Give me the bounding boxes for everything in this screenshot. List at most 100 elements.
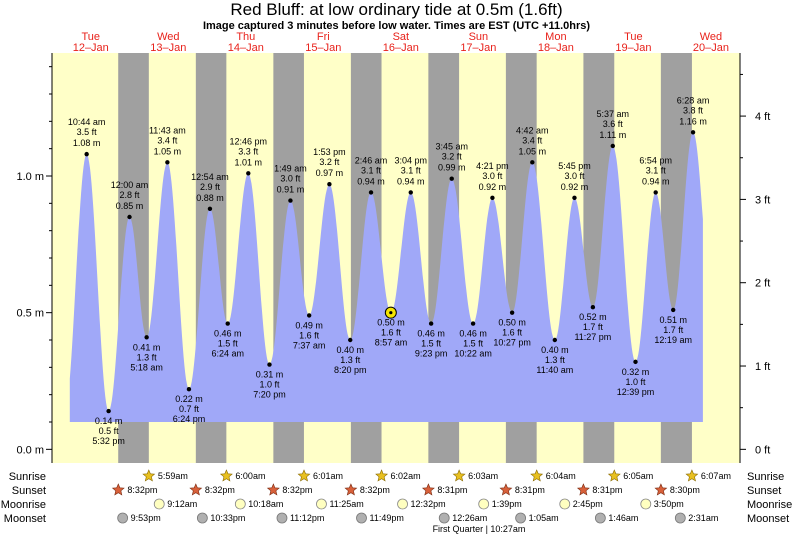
sunset-time: 8:31pm <box>437 485 467 495</box>
sunrise-time: 6:03am <box>468 471 498 481</box>
tide-point <box>165 160 170 165</box>
moonset-time: 11:49pm <box>370 513 404 523</box>
tide-point <box>127 214 132 220</box>
tide-point <box>653 190 658 195</box>
day-name-label: Tue <box>624 31 643 43</box>
day-date-label: 15–Jan <box>305 42 341 54</box>
moonrise-time: 11:25am <box>329 499 363 509</box>
tide-ft-label: 1.6 ft <box>502 328 523 338</box>
tide-time-label: 10:44 am <box>68 117 106 127</box>
tide-ft-label: 2.9 ft <box>200 182 221 192</box>
tide-point <box>490 195 495 201</box>
tide-time-label: 7:37 am <box>293 340 326 350</box>
day-date-label: 18–Jan <box>538 42 574 54</box>
tide-m-label: 0.91 m <box>277 185 305 195</box>
tide-ft-label: 3.2 ft <box>319 157 340 167</box>
tide-ft-label: 1.6 ft <box>381 328 402 338</box>
astro-row-label-left: Sunrise <box>9 471 46 483</box>
sunset-icon <box>654 483 668 496</box>
sunset-time: 8:32pm <box>282 485 312 495</box>
astro-row-label-left: Moonrise <box>1 499 46 511</box>
tide-ft-label: 3.8 ft <box>683 105 704 115</box>
tide-point <box>84 151 89 157</box>
tide-ft-label: 3.1 ft <box>401 165 422 175</box>
tide-curve <box>69 132 703 423</box>
tide-ft-label: 0.5 ft <box>99 426 120 436</box>
chart-subtitle: Image captured 3 minutes before low wate… <box>203 20 590 32</box>
tide-time-label: 7:20 pm <box>253 390 286 400</box>
moonset-time: 10:33pm <box>210 513 245 523</box>
tide-m-label: 0.88 m <box>196 193 224 203</box>
moonset-time: 1:46am <box>608 513 638 523</box>
tide-time-label: 6:24 am <box>211 349 244 359</box>
tide-ft-label: 3.4 ft <box>522 135 543 145</box>
tide-time-label: 8:57 am <box>375 338 408 348</box>
tide-ft-label: 1.0 ft <box>626 377 647 387</box>
tide-m-label: 0.92 m <box>479 182 507 192</box>
y-tick-label-ft: 3 ft <box>755 194 770 206</box>
tide-m-label: 0.14 m <box>95 416 123 426</box>
moonrise-time: 12:32pm <box>411 499 446 509</box>
tide-point <box>225 321 230 326</box>
tide-time-label: 6:28 am <box>677 95 710 105</box>
sunrise-icon <box>685 469 699 482</box>
sunset-icon <box>576 483 590 496</box>
day-name-label: Sat <box>393 31 410 43</box>
tide-ft-label: 3.1 ft <box>361 165 382 175</box>
tide-time-label: 9:23 pm <box>415 349 448 359</box>
tide-point <box>306 313 312 318</box>
tide-time-label: 5:37 am <box>597 109 630 119</box>
tide-point <box>246 171 251 176</box>
tide-ft-label: 1.5 ft <box>463 339 484 349</box>
sunset-icon <box>189 483 203 496</box>
sunrise-icon <box>375 469 389 482</box>
tide-time-label: 5:18 am <box>130 362 163 372</box>
astro-row-label-left: Sunset <box>12 485 46 497</box>
tide-point <box>106 408 111 414</box>
moonset-icon <box>515 512 527 524</box>
tide-ft-label: 1.7 ft <box>583 322 604 332</box>
sunset-icon <box>421 483 435 496</box>
tide-m-label: 0.50 m <box>377 318 405 328</box>
tide-m-label: 0.94 m <box>397 176 425 186</box>
moonrise-icon <box>640 498 652 510</box>
tide-m-label: 0.46 m <box>214 329 242 339</box>
tide-point <box>449 176 454 181</box>
sunrise-icon <box>297 469 311 482</box>
tide-m-label: 1.01 m <box>235 157 263 167</box>
moonset-time: 11:12pm <box>290 513 324 523</box>
sunrise-icon <box>142 469 156 482</box>
sunrise-icon <box>452 469 466 482</box>
sunrise-time: 5:59am <box>158 471 188 481</box>
day-name-label: Wed <box>157 31 179 43</box>
moonrise-time: 2:45pm <box>573 499 603 509</box>
tide-ft-label: 2.8 ft <box>120 190 141 200</box>
tide-m-label: 0.94 m <box>642 176 670 186</box>
sunset-time: 8:32pm <box>205 485 235 495</box>
plot-area <box>51 53 741 463</box>
tide-time-label: 3:04 pm <box>394 155 427 165</box>
tide-m-label: 1.11 m <box>599 130 626 140</box>
moonrise-icon <box>153 498 165 510</box>
day-name-label: Thu <box>236 31 255 43</box>
tide-ft-label: 3.0 ft <box>280 174 301 184</box>
sunset-time: 8:32pm <box>127 485 157 495</box>
moonset-icon <box>594 512 606 524</box>
day-name-label: Tue <box>81 31 100 43</box>
sunset-icon <box>111 483 125 496</box>
sunset-time: 8:32pm <box>360 485 390 495</box>
tide-time-label: 12:54 am <box>191 172 229 182</box>
day-name-label: Wed <box>700 31 722 43</box>
y-tick-label-ft: 2 ft <box>755 278 770 290</box>
sunset-icon <box>344 483 358 496</box>
y-tick-label-ft: 1 ft <box>755 361 770 373</box>
tide-ft-label: 1.5 ft <box>218 339 239 349</box>
tide-m-label: 1.05 m <box>519 146 547 156</box>
sunset-time: 8:31pm <box>515 485 545 495</box>
moonset-icon <box>276 512 288 524</box>
tide-time-label: 10:27 pm <box>493 338 531 348</box>
tide-point <box>288 198 293 203</box>
tide-point <box>552 337 558 343</box>
tide-point <box>144 335 149 340</box>
sunrise-time: 6:04am <box>546 471 576 481</box>
